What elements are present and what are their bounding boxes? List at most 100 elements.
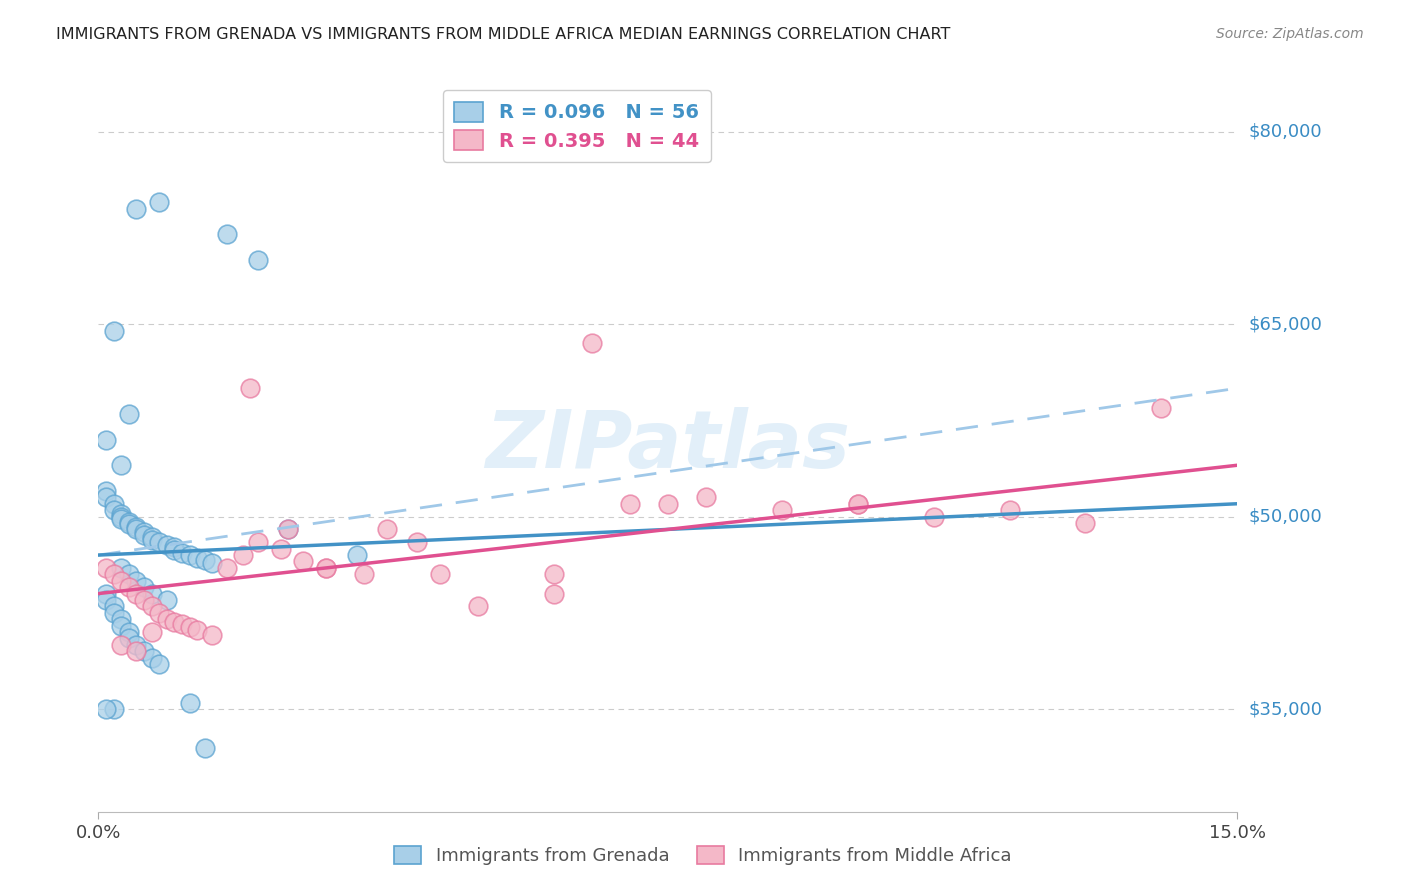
Point	[132, 527, 155, 541]
Point	[232, 548, 254, 562]
Point	[103, 503, 125, 517]
Point	[148, 657, 170, 672]
Point	[467, 599, 489, 614]
Point	[217, 227, 239, 242]
Point	[406, 535, 429, 549]
Point	[163, 543, 186, 558]
Point	[770, 503, 793, 517]
Point	[110, 507, 132, 521]
Point	[543, 586, 565, 600]
Point	[186, 623, 208, 637]
Text: $80,000: $80,000	[1249, 122, 1322, 141]
Point	[581, 336, 603, 351]
Point	[110, 509, 132, 524]
Point	[103, 324, 125, 338]
Point	[201, 627, 224, 641]
Point	[110, 458, 132, 473]
Point	[118, 515, 141, 529]
Point	[277, 523, 299, 537]
Point	[110, 561, 132, 575]
Point	[125, 202, 148, 216]
Point	[315, 561, 337, 575]
Point	[125, 644, 148, 658]
Point	[695, 491, 717, 505]
Point	[179, 696, 201, 710]
Text: $35,000: $35,000	[1249, 700, 1323, 718]
Point	[375, 523, 398, 537]
Point	[118, 625, 141, 640]
Point	[543, 567, 565, 582]
Text: $50,000: $50,000	[1249, 508, 1322, 525]
Point	[156, 538, 179, 552]
Point	[94, 593, 117, 607]
Point	[94, 586, 117, 600]
Point	[125, 574, 148, 588]
Point	[156, 593, 179, 607]
Point	[346, 548, 368, 562]
Point	[141, 533, 163, 547]
Point	[125, 638, 148, 652]
Point	[179, 548, 201, 562]
Point	[1150, 401, 1173, 415]
Text: ZIPatlas: ZIPatlas	[485, 407, 851, 485]
Point	[353, 567, 375, 582]
Point	[103, 606, 125, 620]
Point	[125, 586, 148, 600]
Point	[194, 740, 217, 755]
Point	[110, 612, 132, 626]
Point	[277, 523, 299, 537]
Text: $65,000: $65,000	[1249, 315, 1322, 333]
Point	[110, 574, 132, 588]
Point	[998, 503, 1021, 517]
Point	[141, 599, 163, 614]
Point	[103, 567, 125, 582]
Point	[217, 561, 239, 575]
Point	[132, 524, 155, 539]
Point	[141, 650, 163, 665]
Point	[657, 497, 679, 511]
Point	[94, 483, 117, 498]
Point	[315, 561, 337, 575]
Point	[118, 567, 141, 582]
Point	[846, 497, 869, 511]
Point	[141, 586, 163, 600]
Point	[125, 520, 148, 534]
Point	[132, 580, 155, 594]
Point	[846, 497, 869, 511]
Text: Source: ZipAtlas.com: Source: ZipAtlas.com	[1216, 27, 1364, 41]
Point	[132, 593, 155, 607]
Point	[194, 553, 217, 567]
Point	[148, 535, 170, 549]
Point	[118, 632, 141, 646]
Point	[246, 252, 269, 267]
Point	[132, 644, 155, 658]
Point	[94, 433, 117, 447]
Point	[118, 407, 141, 421]
Point	[141, 625, 163, 640]
Point	[110, 618, 132, 632]
Legend: Immigrants from Grenada, Immigrants from Middle Africa: Immigrants from Grenada, Immigrants from…	[385, 837, 1021, 874]
Point	[118, 517, 141, 532]
Point	[170, 545, 193, 559]
Point	[103, 497, 125, 511]
Legend: R = 0.096   N = 56, R = 0.395   N = 44: R = 0.096 N = 56, R = 0.395 N = 44	[443, 90, 711, 162]
Text: IMMIGRANTS FROM GRENADA VS IMMIGRANTS FROM MIDDLE AFRICA MEDIAN EARNINGS CORRELA: IMMIGRANTS FROM GRENADA VS IMMIGRANTS FR…	[56, 27, 950, 42]
Point	[246, 535, 269, 549]
Point	[103, 599, 125, 614]
Point	[125, 523, 148, 537]
Point	[186, 550, 208, 565]
Point	[141, 530, 163, 544]
Point	[239, 381, 262, 395]
Point	[429, 567, 451, 582]
Point	[270, 541, 292, 556]
Point	[103, 702, 125, 716]
Point	[170, 617, 193, 632]
Point	[94, 561, 117, 575]
Point	[922, 509, 945, 524]
Point	[619, 497, 641, 511]
Point	[1074, 516, 1097, 530]
Point	[156, 612, 179, 626]
Point	[292, 554, 315, 568]
Point	[163, 541, 186, 555]
Point	[118, 580, 141, 594]
